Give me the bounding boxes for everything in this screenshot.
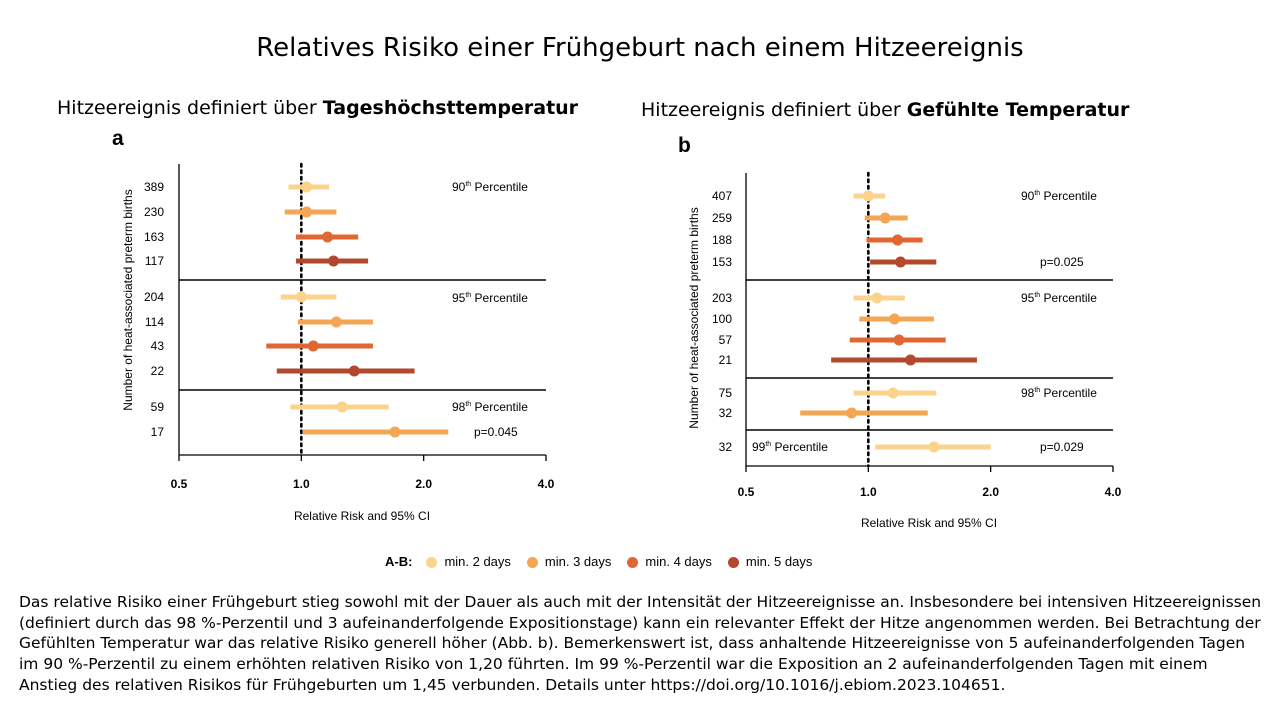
legend-label: min. 5 days [745, 554, 813, 569]
percentile-label: 90th Percentile [452, 180, 528, 194]
legend-swatch [627, 556, 639, 568]
legend-swatch [727, 556, 739, 568]
legend-prefix: A-B: [385, 554, 413, 569]
relative-risk-point [295, 291, 307, 303]
panel-b-subtitle-bold: Gefühlte Temperatur [906, 99, 1130, 121]
relative-risk-point [389, 426, 401, 438]
relative-risk-point [862, 190, 874, 202]
p-value-label: p=0.045 [474, 425, 518, 439]
birth-count-label: 32 [719, 406, 733, 420]
panel-a-subtitle: Hitzeereignis definiert über Tageshöchst… [57, 95, 578, 121]
page-title: Relatives Risiko einer Frühgeburt nach e… [256, 33, 1024, 63]
x-tick-label: 0.5 [171, 477, 188, 491]
panel-b-letter: b [678, 134, 691, 157]
birth-count-label: 389 [144, 180, 164, 194]
relative-risk-point [887, 387, 899, 399]
birth-count-label: 117 [145, 254, 164, 268]
panel-a-letter: a [112, 127, 124, 150]
birth-count-label: 188 [712, 233, 732, 247]
birth-count-label: 21 [719, 353, 733, 367]
percentile-label: 90th Percentile [1021, 189, 1097, 203]
percentile-label: 98th Percentile [1021, 386, 1097, 400]
x-tick-label: 1.0 [860, 485, 877, 499]
relative-risk-point [889, 313, 901, 325]
birth-count-label: 153 [712, 255, 732, 269]
y-axis-label: Number of heat-associated preterm births [687, 207, 701, 428]
relative-risk-point [893, 334, 905, 346]
x-tick-label: 2.0 [982, 485, 999, 499]
relative-risk-point [871, 292, 883, 304]
birth-count-label: 17 [151, 425, 165, 439]
relative-risk-point [928, 441, 940, 453]
birth-count-label: 114 [145, 315, 164, 329]
panel-b-subtitle-prefix: Hitzeereignis definiert über [641, 99, 907, 121]
legend-swatch [426, 556, 438, 568]
relative-risk-point [322, 231, 334, 243]
birth-count-label: 59 [151, 400, 165, 414]
percentile-label: 95th Percentile [452, 291, 528, 305]
relative-risk-point [905, 354, 917, 366]
birth-count-label: 163 [144, 230, 164, 244]
p-value-label: p=0.025 [1040, 255, 1084, 269]
p-value-label: p=0.029 [1040, 440, 1084, 454]
birth-count-label: 259 [712, 211, 732, 225]
x-axis-label: Relative Risk and 95% CI [861, 516, 997, 530]
relative-risk-point [301, 206, 313, 218]
relative-risk-point [348, 365, 360, 377]
panel-a-subtitle-prefix: Hitzeereignis definiert über [57, 97, 323, 119]
relative-risk-point [336, 401, 348, 413]
birth-count-label: 32 [719, 440, 733, 454]
relative-risk-point [328, 255, 340, 267]
legend-label: min. 4 days [645, 554, 712, 569]
percentile-label: 95th Percentile [1021, 291, 1097, 305]
relative-risk-point [895, 256, 907, 268]
birth-count-label: 57 [719, 333, 733, 347]
relative-risk-point [892, 234, 904, 246]
percentile-label: 98th Percentile [452, 400, 528, 414]
legend-item-min-2-days: min. 2 days [426, 552, 511, 572]
legend-item-min-4-days: min. 4 days [627, 552, 712, 572]
relative-risk-point [307, 340, 319, 352]
relative-risk-point [879, 212, 891, 224]
x-tick-label: 2.0 [415, 477, 432, 491]
y-axis-label: Number of heat-associated preterm births [121, 189, 135, 410]
x-tick-label: 0.5 [738, 485, 755, 499]
birth-count-label: 75 [719, 386, 733, 400]
legend-label: min. 3 days [544, 554, 612, 569]
birth-count-label: 407 [712, 189, 732, 203]
birth-count-label: 203 [712, 291, 732, 305]
birth-count-label: 230 [144, 205, 164, 219]
relative-risk-point [301, 181, 313, 193]
legend-swatch [526, 556, 538, 568]
legend-label: min. 2 days [444, 554, 511, 569]
birth-count-label: 22 [151, 364, 165, 378]
caption: Das relative Risiko einer Frühgeburt sti… [19, 593, 1262, 694]
legend-item-min-5-days: min. 5 days [727, 552, 813, 572]
birth-count-label: 204 [144, 290, 164, 304]
panel-b-subtitle: Hitzeereignis definiert über Gefühlte Te… [641, 97, 1129, 123]
x-tick-label: 1.0 [293, 477, 310, 491]
x-tick-label: 4.0 [538, 477, 555, 491]
legend-item-min-3-days: min. 3 days [526, 552, 612, 572]
x-axis-label: Relative Risk and 95% CI [294, 509, 430, 523]
relative-risk-point [330, 316, 342, 328]
x-tick-label: 4.0 [1105, 485, 1122, 499]
birth-count-label: 43 [151, 339, 165, 353]
relative-risk-point [846, 407, 858, 419]
legend: A-B: min. 2 days min. 3 days min. 4 days… [385, 552, 828, 572]
panel-a-subtitle-bold: Tageshöchsttemperatur [322, 97, 579, 119]
birth-count-label: 100 [712, 312, 732, 326]
percentile-label: 99th Percentile [752, 440, 828, 454]
